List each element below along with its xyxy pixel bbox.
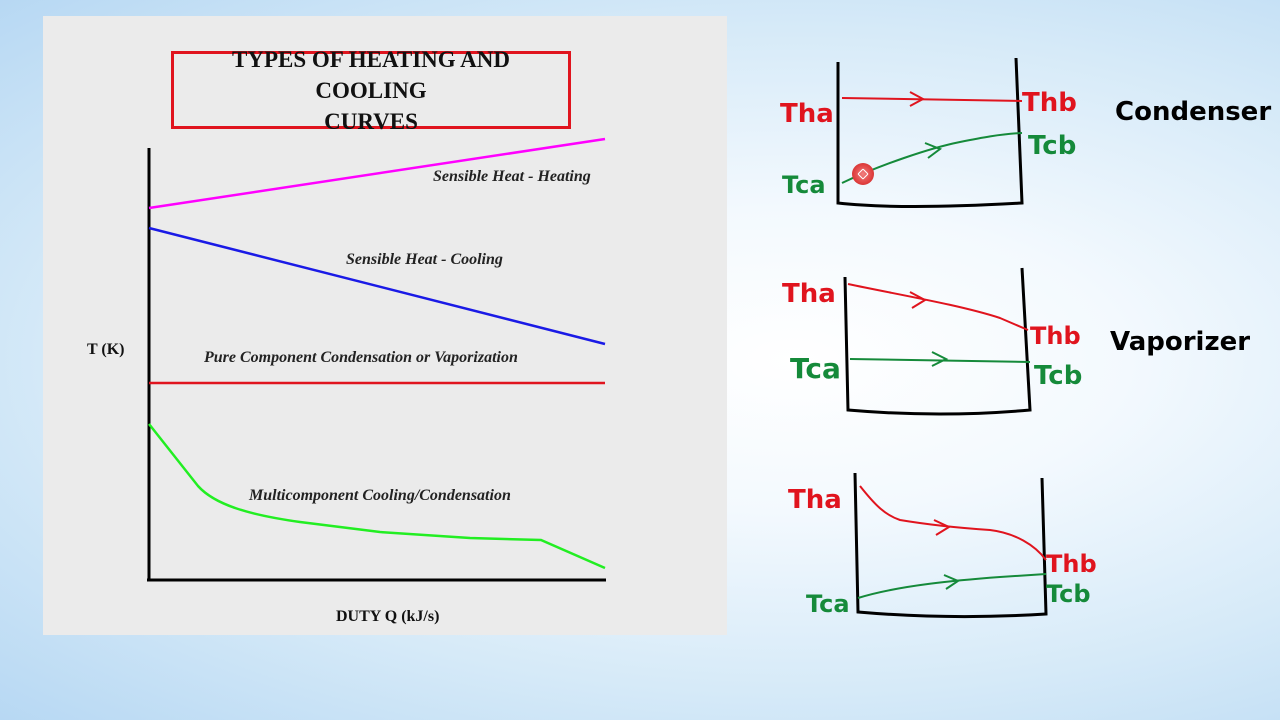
slide-title-line-1: TYPES OF HEATING AND COOLING [232,46,510,103]
condenser-box [836,57,1024,208]
condenser-cold-in: Tca [782,171,826,199]
third-cold-arrow [943,574,961,590]
multicomponent-curve-label: Multicomponent Cooling/Condensation [249,487,511,504]
multicomponent-curve [148,423,606,570]
x-axis-label: DUTY Q (kJ/s) [336,608,440,625]
cooling-curve [148,226,606,346]
pure-component-curve-label: Pure Component Condensation or Vaporizat… [204,349,518,366]
condenser-cold-out: Tcb [1028,131,1076,161]
condenser-hot-in: Tha [780,99,834,129]
third-cold-in: Tca [806,590,850,618]
condenser-cold-arrow [924,142,943,159]
vaporizer-box [843,267,1032,416]
third-hot-out: Thb [1046,550,1097,578]
condenser-hot-arrow [909,91,926,107]
vaporizer-hot-arrow [909,291,928,309]
third-cold-out: Tcb [1046,580,1091,608]
third-sketch: Tha Thb Tca Tcb [788,472,1097,619]
vaporizer-title: Vaporizer [1110,327,1250,357]
condenser-sketch: Tha Thb Tca Tcb Condenser [780,57,1271,208]
third-cold-stream [857,573,1047,599]
condenser-hot-out: Thb [1022,88,1077,118]
slide-title: TYPES OF HEATING AND COOLING CURVES [171,47,571,134]
y-axis-label: T (K) [87,341,125,358]
third-hot-stream [859,485,1047,561]
condenser-title: Condenser [1115,97,1271,127]
condenser-hot-stream [841,97,1023,102]
pointer-cursor [852,163,874,185]
third-box [853,472,1048,619]
vaporizer-cold-arrow [931,351,949,367]
vaporizer-cold-out: Tcb [1034,361,1082,391]
vaporizer-cold-stream [849,358,1031,363]
vaporizer-cold-in: Tca [790,352,841,385]
vaporizer-hot-out: Thb [1030,322,1081,350]
heating-curve [148,137,606,210]
third-hot-in: Tha [788,485,842,515]
heating-curve-label: Sensible Heat - Heating [433,168,591,185]
vaporizer-hot-stream [847,283,1029,331]
slide-title-line-2: CURVES [324,108,418,134]
third-hot-arrow [933,519,952,536]
vaporizer-sketch: Tha Thb Tca Tcb Vaporizer [782,267,1250,416]
vaporizer-hot-in: Tha [782,279,836,309]
cooling-curve-label: Sensible Heat - Cooling [346,251,503,268]
